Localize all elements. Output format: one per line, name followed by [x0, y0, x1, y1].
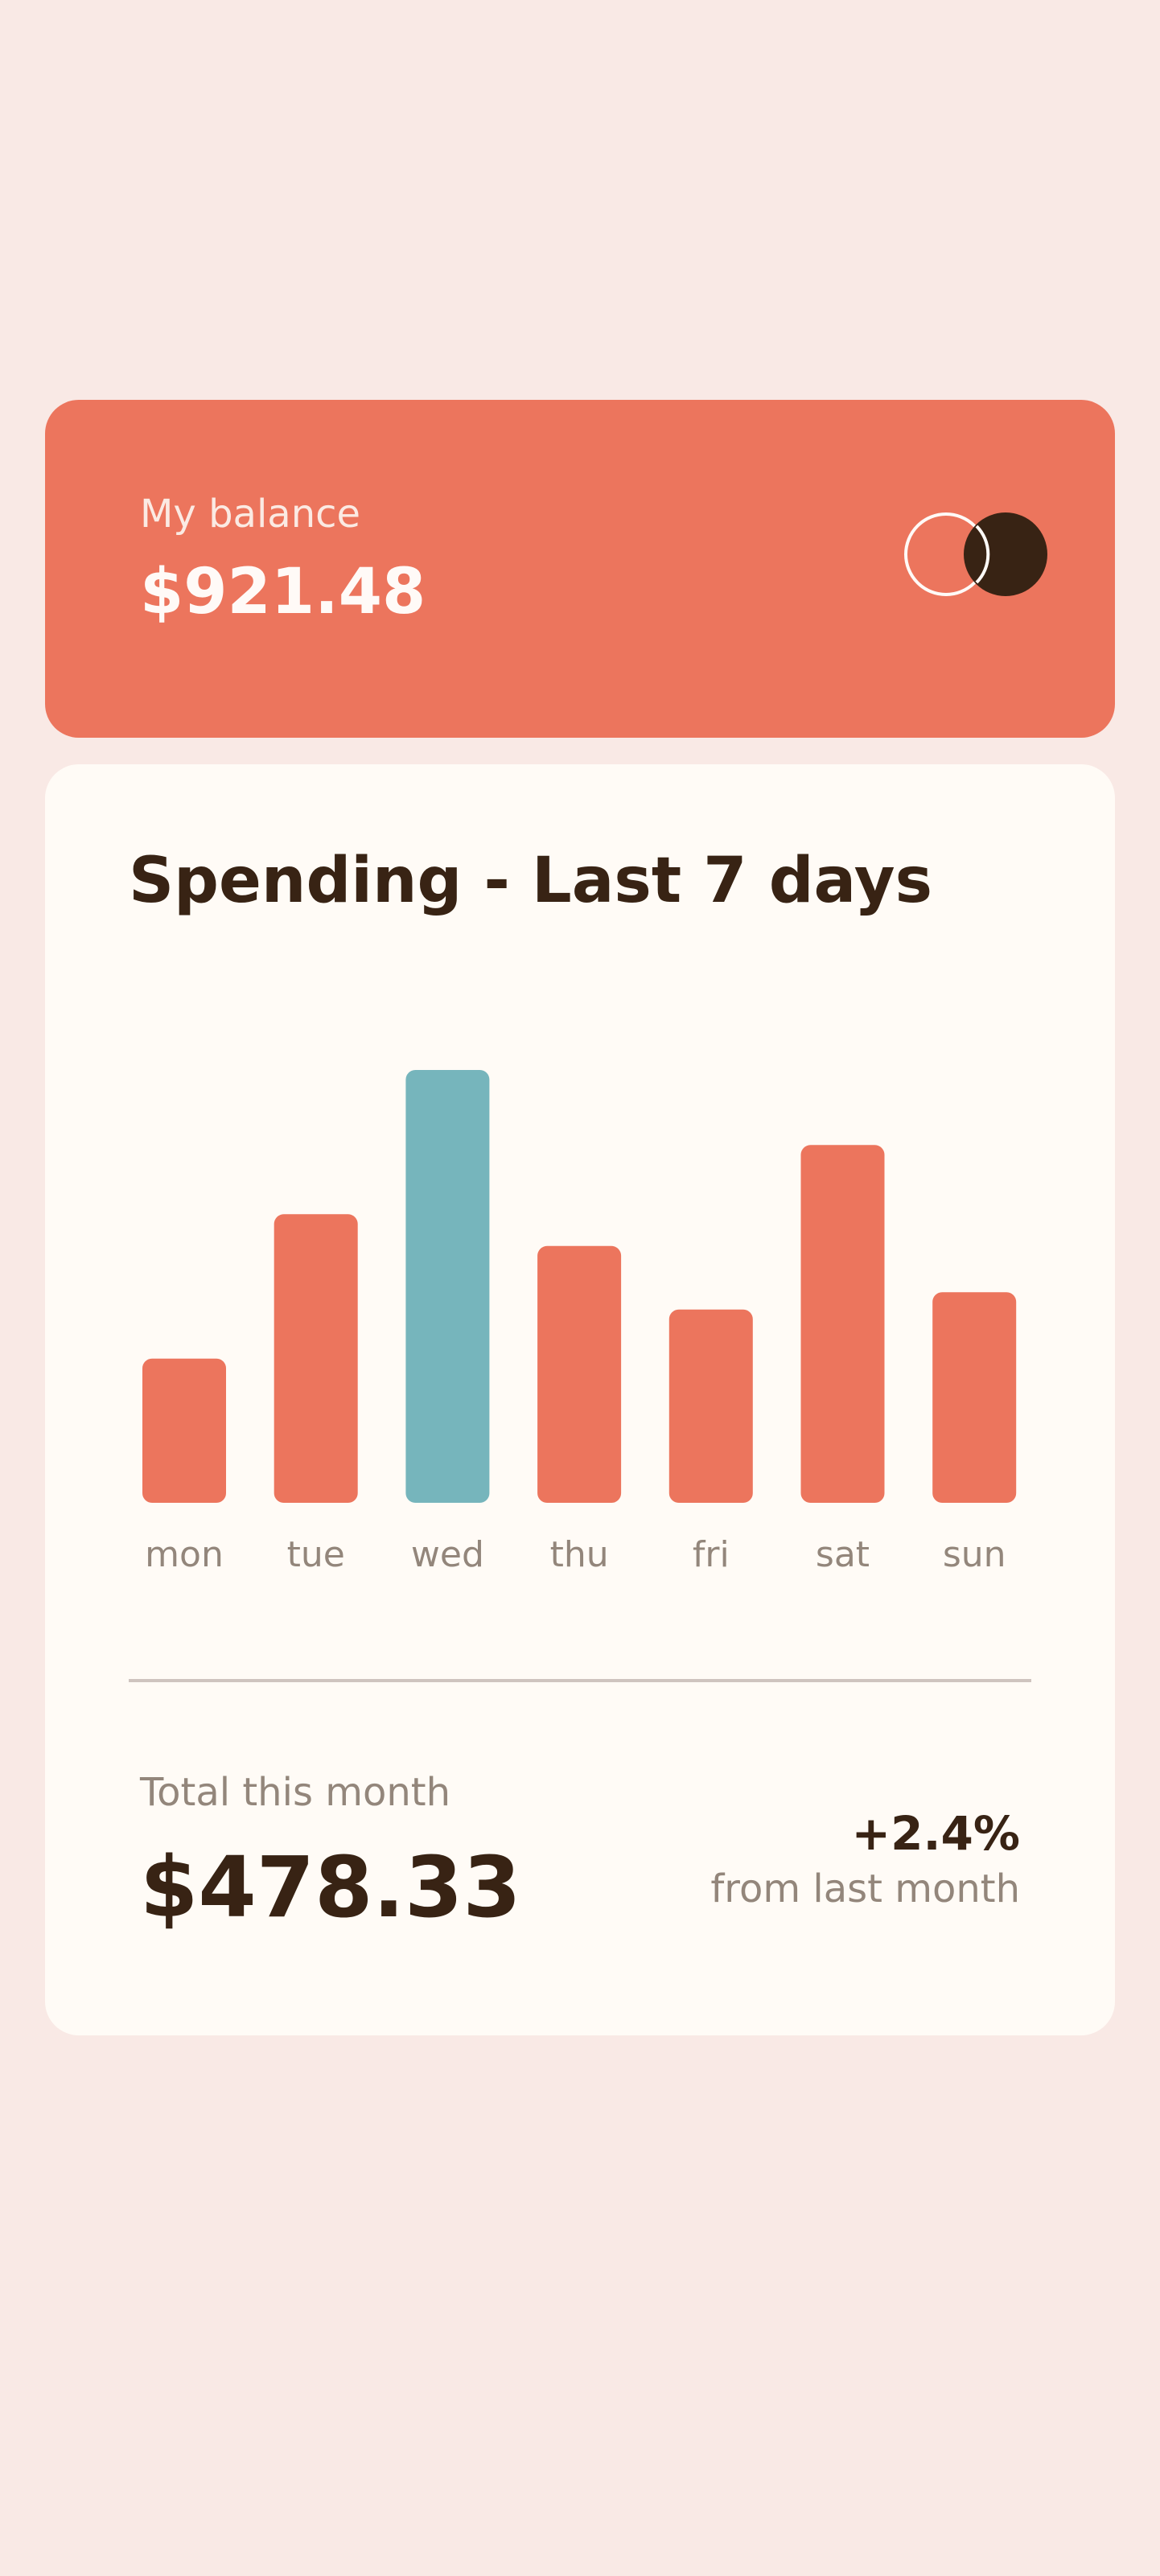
- day-label-fri: fri: [693, 1534, 730, 1569]
- day-label-sun: sun: [943, 1534, 1006, 1569]
- day-label-wed: wed: [411, 1534, 484, 1569]
- day-label-sat: sat: [816, 1534, 870, 1569]
- spending-title: Spending - Last 7 days: [129, 845, 933, 917]
- total-month-label: Total this month: [140, 1770, 450, 1815]
- bar-thu[interactable]: [537, 1245, 622, 1503]
- balance-card: My balance $921.48: [45, 400, 1115, 738]
- day-label-tue: tue: [287, 1534, 345, 1569]
- bar-sat[interactable]: [800, 1145, 885, 1503]
- logo-icon: [904, 512, 1047, 596]
- bar-fri[interactable]: [668, 1309, 753, 1503]
- change-label: from last month: [710, 1866, 1020, 1911]
- bar-wed[interactable]: [405, 1070, 490, 1503]
- logo-outline-overlap: [975, 525, 990, 584]
- bar-sun[interactable]: [932, 1292, 1017, 1503]
- day-label-thu: thu: [550, 1534, 609, 1569]
- spending-bar-chart: mon tue wed thu fri sat sun: [142, 1070, 1017, 1569]
- day-label-mon: mon: [145, 1534, 224, 1569]
- total-month-amount: $478.33: [140, 1838, 521, 1936]
- change-percentage: +2.4%: [851, 1806, 1020, 1861]
- spending-card: Spending - Last 7 days mon tue wed thu fri sa…: [45, 764, 1115, 2035]
- divider: [129, 1679, 1031, 1682]
- bar-mon[interactable]: [142, 1358, 226, 1503]
- balance-amount: $921.48: [140, 556, 426, 628]
- bar-tue[interactable]: [274, 1214, 358, 1503]
- balance-label: My balance: [140, 492, 361, 537]
- logo-filled-circle: [964, 512, 1047, 596]
